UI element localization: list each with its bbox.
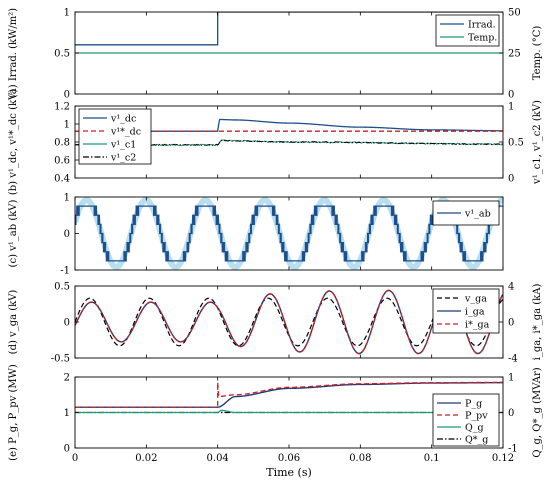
y-tick-label: 2 [64, 373, 70, 384]
y-tick-label-right: 25 [508, 49, 521, 60]
series-vab-line [75, 205, 503, 262]
legend-label: P_pv [465, 411, 488, 422]
legend-label: Temp. [468, 33, 497, 44]
y-tick-label-right: 0 [508, 318, 514, 329]
y-tick-label-right: 0 [508, 90, 514, 101]
legend-label: v¹_c2 [110, 153, 136, 164]
y-tick-label: 1 [64, 408, 70, 419]
x-tick-label: 0.1 [424, 453, 440, 464]
y-tick-label: 0 [64, 444, 70, 455]
y-tick-label-right: 1 [508, 102, 514, 113]
series-ppv-line [75, 381, 503, 408]
legend-label: v¹_dc [110, 114, 136, 125]
legend-label: Irrad. [468, 20, 496, 31]
legend-label: i*_ga [465, 320, 490, 331]
y-tick-label: 0.4 [54, 174, 70, 185]
y-tick-label-right: 50 [508, 8, 521, 19]
panel-a-data [75, 12, 503, 54]
y-tick-label-right: -1 [508, 444, 518, 455]
legend-label: v¹*_dc [110, 127, 141, 138]
series-iga-ref-line [75, 289, 503, 355]
y-tick-label: -1 [60, 266, 70, 277]
y-axis-label-right: v¹_c1, v¹_c2 (kV) [532, 100, 543, 185]
y-tick-label: 0 [64, 229, 70, 240]
panel-a: 0 0.5 1 0 25 50 (a) Irrad. (kW/m²) Temp. (°C) Ir… [8, 8, 543, 101]
y-tick-label-right: 0 [508, 174, 514, 185]
y-axis-label-left: (d) v_ga (kV) [8, 290, 19, 355]
y-axis-label-right: Temp. (°C) [532, 26, 543, 81]
y-axis-label-right: Q_g, Q*_g (MVAr) [532, 367, 543, 457]
x-axis-label: Time (s) [266, 466, 312, 479]
legend-box [435, 14, 500, 47]
x-tick-label: 0.02 [135, 453, 157, 464]
panel-d-data [75, 289, 503, 355]
series-irrad-line [75, 12, 503, 46]
y-tick-label: 0 [64, 318, 70, 329]
panel-e-data [75, 381, 503, 414]
y-tick-label: 1.2 [54, 102, 70, 113]
series-vc2-line [75, 139, 503, 146]
y-axis-label-left: (e) P_g, P_pv (MW) [8, 364, 19, 461]
legend-label: v¹_c1 [110, 140, 136, 151]
y-tick-label: 1 [64, 120, 70, 131]
legend-label: Q_g [465, 423, 484, 434]
x-tick-label: 0.12 [492, 453, 514, 464]
y-tick-label: 0.5 [54, 282, 70, 293]
x-tick-label: 0.08 [349, 453, 371, 464]
legend-label: Q*_g [465, 435, 488, 446]
legend-label: i_ga [465, 307, 485, 318]
y-tick-label: 0.5 [54, 49, 70, 60]
x-tick-label: 0 [72, 453, 78, 464]
panel-e: 0 1 2 -1 0 1 0 0.02 0.04 0.06 0.08 0.1 0.12 Time (s) (… [8, 364, 543, 479]
x-tick-label: 0.06 [278, 453, 300, 464]
y-tick-label-right: 4 [508, 282, 514, 293]
y-axis-label-left: (b) v¹_dc, v¹*_dc (kV) [8, 89, 19, 195]
y-tick-label: 0 [64, 90, 70, 101]
y-axis-label-right: i_ga, i*_ga (kA) [532, 284, 543, 361]
panel-b: 0.40.60.811.200.51(b) v¹_dc, v¹*_dc (kV)… [8, 89, 543, 195]
legend-label: v_ga [464, 294, 487, 305]
y-tick-label-right: -4 [508, 354, 518, 365]
y-tick-label: 0.6 [54, 156, 70, 167]
x-tick-label: 0.04 [207, 453, 229, 464]
y-axis-label-left: (c) v¹_ab (kV) [8, 199, 19, 267]
series-qg-line [75, 409, 503, 414]
panel-d: -0.5 0 0.5 -4 0 4 (d) v_ga (kV) i_ga, i*_ga (kA… [8, 282, 543, 365]
y-tick-label-right: 1 [508, 373, 514, 384]
y-tick-label: 1 [64, 193, 70, 204]
y-tick-label: -0.5 [51, 354, 70, 365]
y-tick-label-right: 0 [508, 408, 514, 419]
y-tick-label-right: 0.5 [508, 138, 524, 149]
legend-label: v¹_ab [464, 209, 491, 220]
y-tick-label: 1 [64, 8, 70, 19]
y-axis-label-left: (a) Irrad. (kW/m²) [8, 8, 19, 98]
legend-label: P_g [465, 399, 482, 410]
y-tick-label: 0.8 [54, 138, 70, 149]
panel-c: -1 0 1 (c) v¹_ab (kV) v¹_ab [8, 193, 504, 277]
